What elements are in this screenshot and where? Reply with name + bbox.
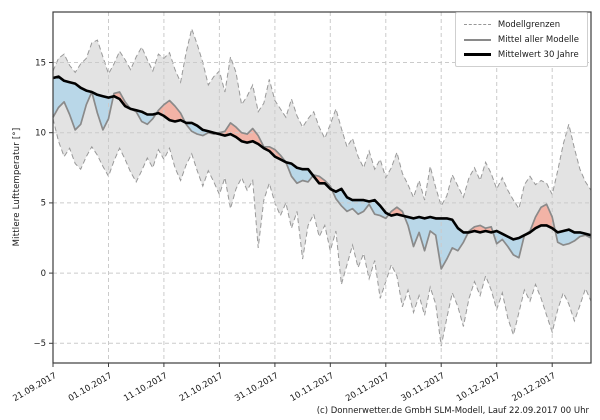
model-range-band [53, 28, 591, 347]
x-tick-label: 01.10.2017 [67, 371, 114, 404]
y-axis-label: Mittlere Lufttemperatur [°] [12, 127, 22, 247]
x-tick-label: 11.10.2017 [122, 371, 169, 404]
y-tick-label: 0 [41, 269, 46, 279]
x-tick-label: 31.10.2017 [233, 371, 280, 404]
legend-item-modellgrenzen: Modellgrenzen [463, 17, 579, 32]
y-tick-label: −5 [33, 339, 46, 349]
x-tick-label: 30.11.2017 [400, 371, 447, 404]
tick-marks [49, 62, 553, 367]
legend-gray-line-sample [463, 38, 491, 41]
y-tick-label: 10 [35, 129, 46, 139]
copyright-caption: (c) Donnerwetter.de GmbH SLM-Modell, Lau… [316, 406, 589, 416]
x-tick-label: 21.10.2017 [178, 371, 225, 404]
legend-item-mittel-aller-modelle: Mittel aller Modelle [463, 32, 579, 47]
climate-mean-30y-line [52, 75, 592, 241]
x-tick-label: 10.12.2017 [455, 371, 502, 404]
plot-border [52, 11, 592, 364]
x-tick-label: 20.12.2017 [511, 371, 558, 404]
legend: Modellgrenzen Mittel aller Modelle Mitte… [454, 12, 588, 67]
legend-label: Mittelwert 30 Jahre [497, 49, 579, 60]
legend-label: Mittel aller Modelle [497, 34, 579, 45]
warmer-than-normal-fill [53, 76, 591, 240]
legend-dashed-line-sample [463, 24, 491, 25]
model-mean-line [52, 91, 592, 270]
model-upper-bound-line [52, 27, 592, 210]
x-tick-label: 10.11.2017 [289, 371, 336, 404]
legend-black-line-sample [463, 53, 491, 56]
x-tick-label: 20.11.2017 [344, 371, 391, 404]
gridlines [52, 12, 591, 363]
legend-label: Modellgrenzen [497, 19, 561, 30]
colder-than-normal-fill [53, 76, 591, 269]
legend-item-mittelwert-30-jahre: Mittelwert 30 Jahre [463, 47, 579, 62]
y-tick-label: 15 [35, 58, 46, 68]
y-tick-label: 5 [41, 199, 46, 209]
x-tick-label: 21.09.2017 [11, 371, 58, 404]
